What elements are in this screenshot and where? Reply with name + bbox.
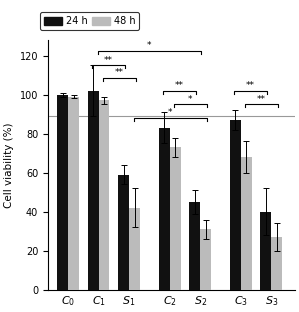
Legend: 24 h, 48 h: 24 h, 48 h — [40, 12, 139, 30]
Bar — [189, 202, 200, 290]
Bar — [68, 96, 79, 290]
Text: *: * — [168, 109, 172, 117]
Bar — [230, 120, 241, 290]
Text: *: * — [147, 41, 152, 50]
Y-axis label: Cell viability (%): Cell viability (%) — [4, 122, 14, 207]
Text: **: ** — [104, 56, 113, 65]
Bar — [118, 175, 129, 290]
Bar — [260, 212, 271, 290]
Text: **: ** — [175, 81, 184, 90]
Text: **: ** — [246, 81, 255, 90]
Bar — [159, 128, 170, 290]
Text: **: ** — [257, 95, 266, 104]
Bar — [170, 147, 181, 290]
Bar — [271, 237, 282, 290]
Bar — [57, 95, 68, 290]
Text: *: * — [188, 95, 193, 104]
Bar — [88, 91, 99, 290]
Bar — [129, 208, 140, 290]
Bar — [200, 229, 211, 290]
Bar — [241, 157, 251, 290]
Bar — [99, 100, 109, 290]
Text: **: ** — [115, 68, 124, 77]
